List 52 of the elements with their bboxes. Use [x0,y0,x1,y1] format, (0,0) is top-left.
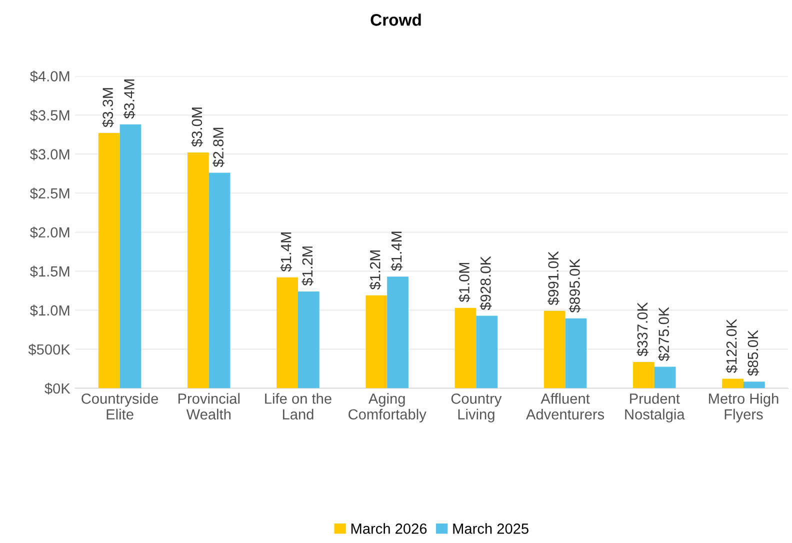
data-label: $2.8M [212,128,224,168]
bar [98,133,120,388]
bar [565,318,587,388]
chart-title: Crowd [370,14,421,26]
bar [454,308,476,388]
bar [722,378,744,388]
x-tick-label: Prudent Nostalgia [625,393,685,422]
bar [476,316,498,388]
bar [743,382,765,388]
data-label: $1.0M [458,262,470,302]
data-label: $85.0K [747,330,759,376]
bar [188,152,209,388]
data-label: $122.0K [726,319,738,374]
data-label: $275.0K [658,307,670,362]
y-tick-label: $3.5M [30,110,70,122]
y-tick-label: $1.0M [30,304,70,316]
bar [208,172,230,388]
data-label: $1.4M [280,232,292,272]
bar [298,291,320,388]
data-label: $337.0K [636,302,648,356]
legend-label: March 2025 [453,523,528,534]
x-tick-label: Aging Comfortably [348,393,426,422]
x-tick-label: Provincial Wealth [178,393,240,420]
bar [654,366,676,388]
y-tick-label: $1.5M [30,266,70,278]
data-label: $1.4M [390,232,403,271]
bar [387,276,408,388]
y-tick-label: $2.0M [30,226,70,238]
x-tick-label: Metro High Flyers [709,393,778,422]
x-tick-label: Affluent Adventurers [526,393,604,420]
bar [366,295,388,388]
data-label: $991.0K [548,251,560,306]
x-tick-label: Life on the Land [265,393,332,420]
legend-label: March 2026 [351,523,427,534]
data-label: $3.4M [123,80,136,119]
bar [276,277,298,388]
data-label: $1.2M [302,246,314,286]
data-label: $895.0K [568,258,581,313]
data-label: $3.0M [191,108,203,147]
data-label: $1.2M [369,250,382,290]
data-label: $928.0K [480,256,492,310]
x-tick-label: Country Living [451,393,502,422]
y-tick-label: $2.5M [30,188,70,200]
bar [544,310,566,388]
data-label: $3.3M [102,88,114,128]
y-tick-label: $0K [44,382,70,395]
y-tick-label: $3.0M [30,148,70,160]
bar [120,124,142,388]
y-tick-label: $500K [28,344,70,356]
bar [633,362,654,388]
x-tick-label: Countryside Elite [82,393,158,420]
y-tick-label: $4.0M [30,70,70,82]
